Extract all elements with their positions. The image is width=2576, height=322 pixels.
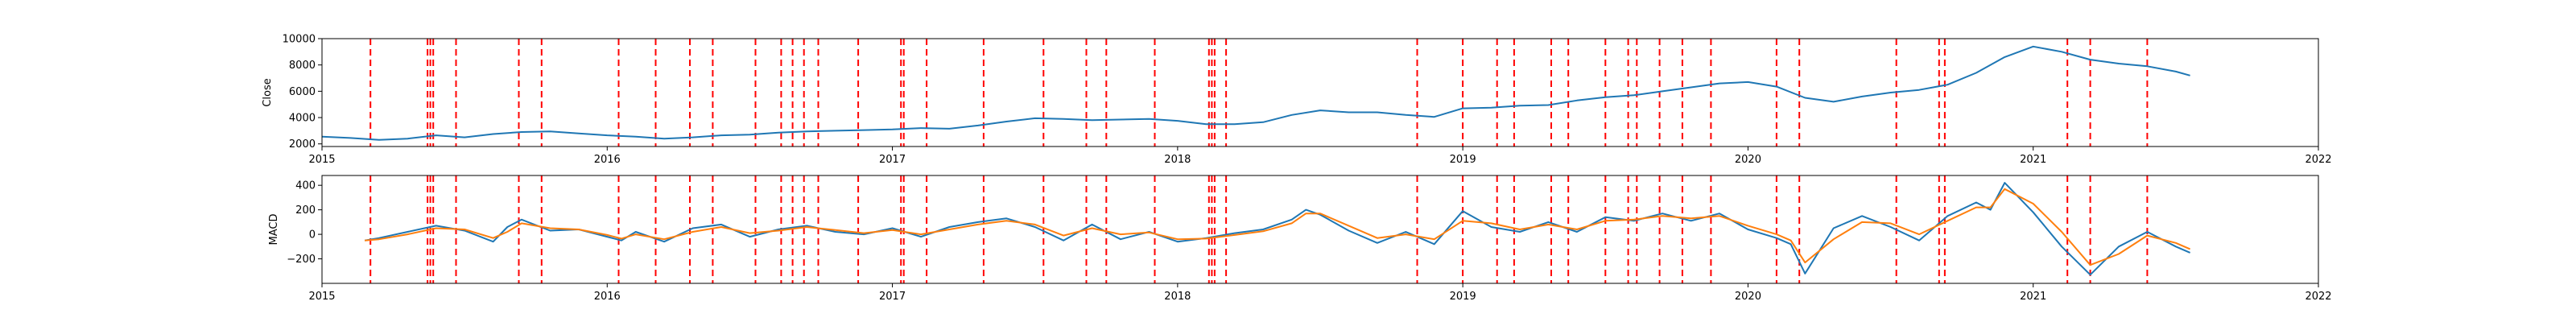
macd-xtick-label: 2021	[2020, 291, 2046, 303]
macd-xticks: 2015 2016 2017 2018 2019 2020 2021 2022	[308, 283, 2332, 303]
macd-axes-frame	[321, 175, 2319, 284]
close-series-close	[321, 45, 2190, 141]
close-ytick-label: 4000	[289, 113, 316, 125]
macd-xtick-label: 2017	[879, 291, 906, 303]
close-ytick-label: 6000	[289, 86, 316, 98]
close-ytick-label: 2000	[289, 138, 316, 151]
close-panel: 2015 2016 2017 2018 2019 2020 2021 2022 2000 400…	[262, 34, 2332, 167]
close-xtick-label: 2020	[1735, 154, 1761, 166]
macd-ytick-label: −200	[287, 254, 316, 266]
close-xtick-label: 2017	[879, 154, 906, 166]
macd-xtick-label: 2015	[308, 291, 335, 303]
close-yticks: 2000 4000 6000 8000 10000	[283, 34, 322, 151]
close-xtick-label: 2022	[2305, 154, 2331, 166]
macd-xtick-label: 2019	[1450, 291, 1476, 303]
close-xtick-label: 2016	[594, 154, 621, 166]
macd-yticks: −200 0 200 400	[287, 180, 322, 266]
macd-xtick-label: 2020	[1735, 291, 1761, 303]
macd-xtick-label: 2016	[594, 291, 621, 303]
macd-ytick-label: 0	[309, 229, 316, 242]
close-xtick-label: 2018	[1164, 154, 1191, 166]
macd-ylabel: MACD	[268, 214, 280, 246]
close-ylabel: Close	[262, 78, 274, 106]
close-xticks: 2015 2016 2017 2018 2019 2020 2021 2022	[308, 147, 2332, 166]
close-xtick-label: 2019	[1450, 154, 1476, 166]
macd-series-macd	[364, 182, 2190, 276]
macd-xtick-label: 2022	[2305, 291, 2331, 303]
macd-series-signal	[365, 188, 2190, 266]
macd-xtick-label: 2018	[1164, 291, 1191, 303]
close-series	[321, 45, 2190, 141]
close-axes-frame	[321, 38, 2319, 147]
close-ytick-label: 10000	[283, 34, 316, 46]
macd-series	[364, 182, 2190, 276]
macd-panel: 2015 2016 2017 2018 2019 2020 2021 2022 −200 0 20…	[268, 175, 2332, 303]
macd-ytick-label: 200	[295, 204, 316, 217]
close-ytick-label: 8000	[289, 60, 316, 72]
close-xtick-label: 2021	[2020, 154, 2046, 166]
macd-ytick-label: 400	[295, 180, 316, 192]
close-xtick-label: 2015	[308, 154, 335, 166]
